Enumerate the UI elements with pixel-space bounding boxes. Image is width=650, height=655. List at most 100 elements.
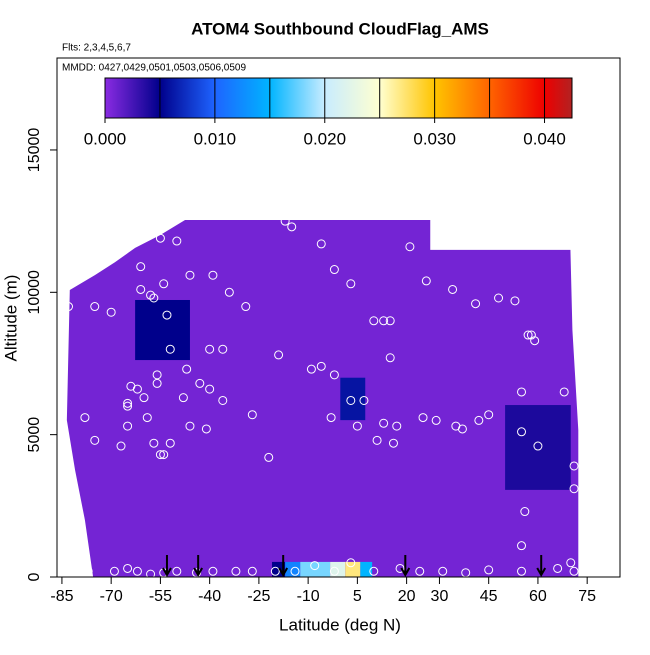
- x-tick-label: -70: [100, 588, 123, 605]
- sample-point: [274, 350, 284, 360]
- sample-point: [201, 424, 211, 434]
- sample-point: [159, 279, 169, 289]
- x-tick-label: -40: [198, 588, 221, 605]
- sample-point: [431, 415, 441, 425]
- sample-point: [90, 302, 100, 312]
- sample-point: [136, 284, 146, 294]
- sample-point: [438, 566, 448, 576]
- sample-point: [123, 421, 133, 431]
- sample-point: [132, 384, 142, 394]
- sample-point: [395, 563, 405, 573]
- sample-point: [241, 302, 251, 312]
- flight-arrow: [278, 555, 289, 578]
- sample-point: [146, 290, 156, 300]
- colorbar-segment: [105, 78, 160, 118]
- sample-point: [372, 435, 382, 445]
- sample-point: [530, 336, 540, 346]
- sample-point: [517, 541, 527, 551]
- sample-point: [329, 265, 339, 275]
- sample-point: [264, 452, 274, 462]
- curtain-cell: [135, 299, 190, 361]
- colorbar-tick-label: 0.010: [194, 129, 237, 148]
- sample-point: [379, 418, 389, 428]
- x-axis-label: Latitude (deg N): [279, 615, 401, 634]
- sample-point: [165, 438, 175, 448]
- sample-point: [310, 561, 320, 571]
- sample-point: [306, 364, 316, 374]
- subtitle: Flts: 2,3,4,5,6,7: [62, 43, 131, 54]
- sample-point: [185, 270, 195, 280]
- sample-point: [139, 393, 149, 403]
- sample-point: [474, 415, 484, 425]
- sample-point: [149, 438, 159, 448]
- sample-point: [182, 364, 192, 374]
- sample-point: [63, 302, 73, 312]
- sample-point: [132, 566, 142, 576]
- sample-point: [405, 242, 415, 252]
- x-tick-label: 5: [353, 588, 362, 605]
- sample-point: [136, 262, 146, 272]
- sample-point: [415, 566, 425, 576]
- sample-point: [517, 387, 527, 397]
- colorbar-tick-label: 0.040: [523, 129, 566, 148]
- sample-point: [520, 507, 530, 517]
- curtain-cell: [505, 405, 571, 490]
- sample-point: [553, 563, 563, 573]
- sample-point: [123, 398, 133, 408]
- sample-point: [287, 222, 297, 232]
- sample-point: [152, 378, 162, 388]
- sample-point: [280, 216, 290, 226]
- sample-point: [172, 566, 182, 576]
- colorbar-segment: [434, 78, 490, 118]
- sample-point: [569, 461, 579, 471]
- curtain-cell: [345, 561, 361, 577]
- x-tick-label: 45: [480, 588, 498, 605]
- sample-point: [457, 424, 467, 434]
- x-tick-label: 30: [431, 588, 449, 605]
- sample-point: [185, 421, 195, 431]
- curtain-background: [66, 219, 579, 578]
- sample-point: [106, 307, 116, 317]
- colorbar-tick-label: 0.020: [303, 129, 346, 148]
- sample-point: [205, 344, 215, 354]
- colorbar-segment: [489, 78, 545, 118]
- sample-point: [231, 566, 241, 576]
- flight-arrow: [400, 555, 411, 578]
- plot-frame: [56, 57, 621, 578]
- sample-point: [142, 413, 152, 423]
- sample-point: [385, 316, 395, 326]
- sample-point: [83, 566, 93, 576]
- sample-point: [484, 565, 494, 575]
- sample-point: [421, 276, 431, 286]
- sample-point: [329, 566, 339, 576]
- sample-point: [359, 395, 369, 405]
- curtain-cell: [285, 561, 301, 577]
- colorbar-tick-label: 0.030: [413, 129, 456, 148]
- sample-point: [369, 566, 379, 576]
- sample-point: [109, 566, 119, 576]
- sample-point: [208, 566, 218, 576]
- sample-point: [316, 239, 326, 249]
- sample-point: [517, 566, 527, 576]
- sample-point: [369, 316, 379, 326]
- x-tick-label: -25: [247, 588, 270, 605]
- colorbar-segment: [214, 78, 270, 118]
- sample-point: [290, 566, 300, 576]
- sample-point: [569, 566, 579, 576]
- sample-point: [346, 279, 356, 289]
- sample-point: [352, 421, 362, 431]
- sample-point: [247, 566, 257, 576]
- y-tick-label: 5000: [26, 417, 43, 453]
- sample-point: [152, 370, 162, 380]
- x-tick-label: 75: [578, 588, 596, 605]
- sample-point: [270, 566, 280, 576]
- y-tick-label: 0: [26, 572, 43, 581]
- sample-point: [346, 395, 356, 405]
- sample-point: [155, 233, 165, 243]
- sample-point: [178, 393, 188, 403]
- curtain-cell: [360, 561, 373, 577]
- sample-point: [385, 353, 395, 363]
- sample-point: [54, 393, 64, 403]
- sample-point: [379, 316, 389, 326]
